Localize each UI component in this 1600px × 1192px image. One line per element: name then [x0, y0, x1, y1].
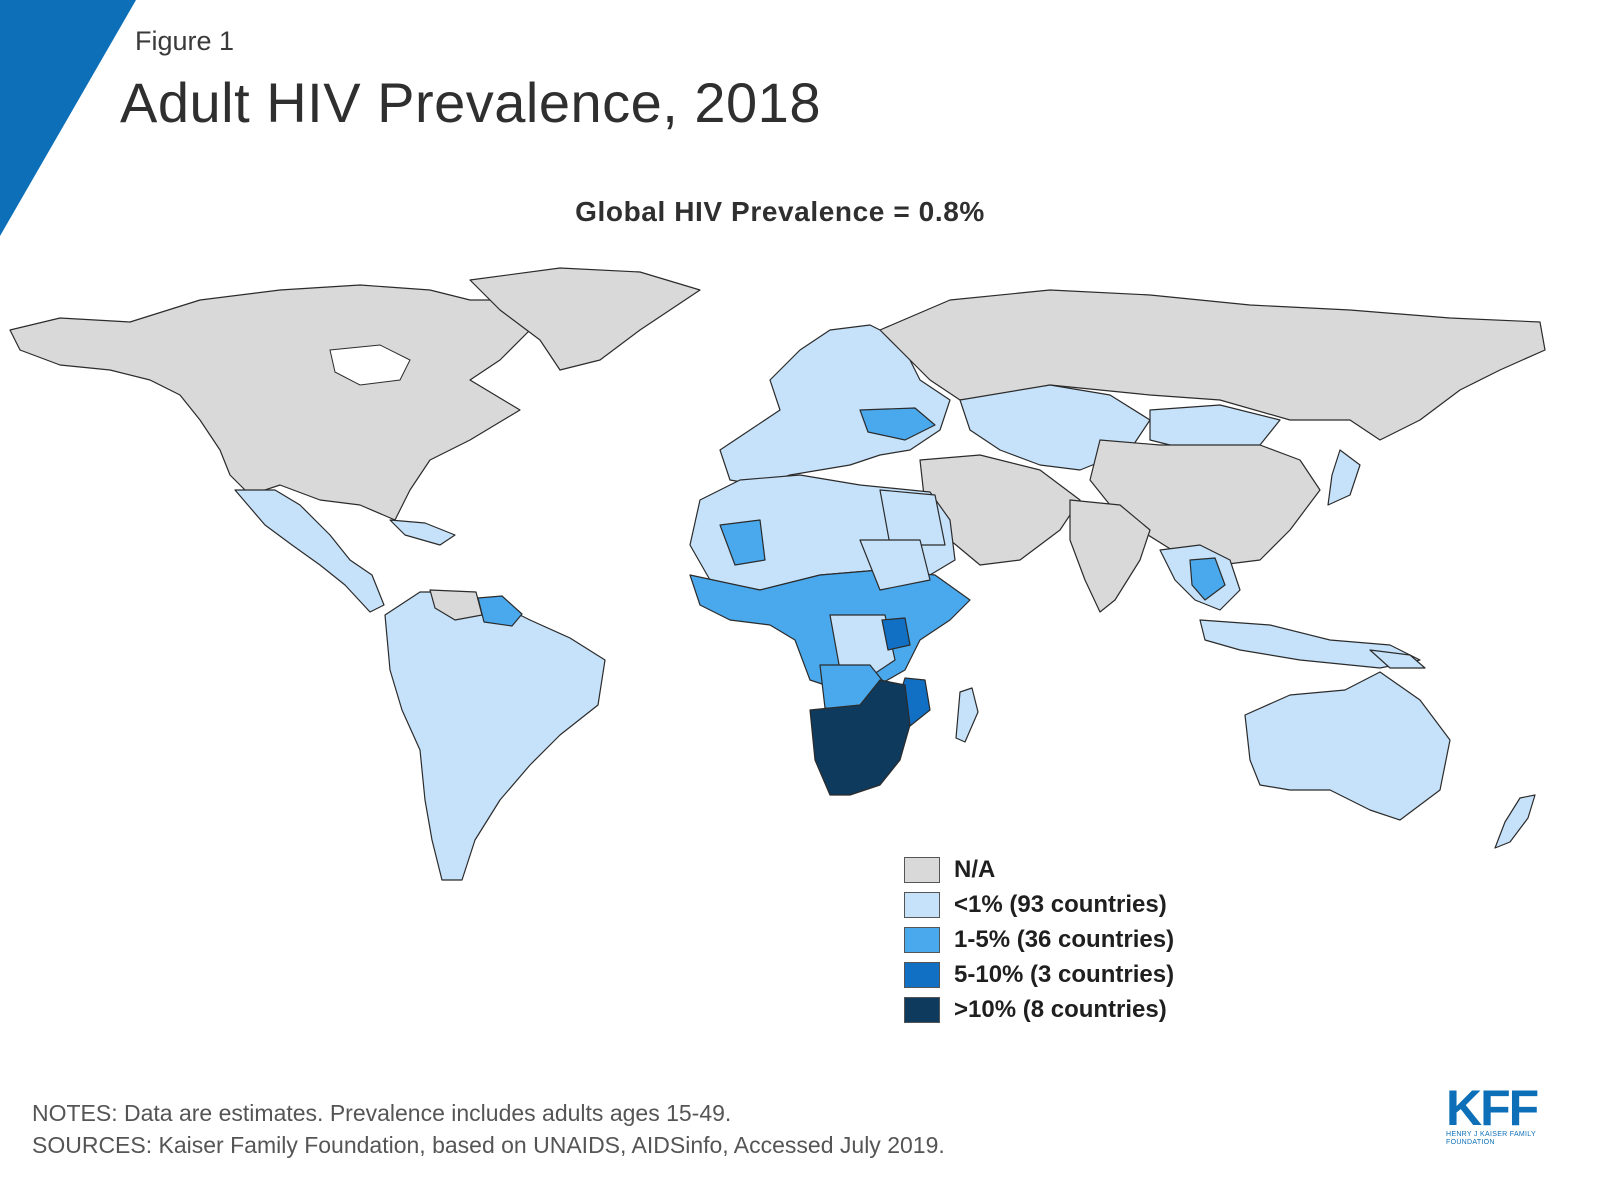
legend-item-1to5: 1-5% (36 countries)	[904, 922, 1174, 957]
legend-item-lt1: <1% (93 countries)	[904, 887, 1174, 922]
region-sahel	[719, 519, 766, 566]
legend-label-1to5: 1-5% (36 countries)	[954, 925, 1175, 953]
region-greenland	[469, 267, 701, 371]
region-europe	[719, 324, 951, 486]
region-west-central-africa	[689, 569, 971, 691]
region-south-america	[384, 591, 606, 881]
legend: N/A <1% (93 countries) 1-5% (36 countrie…	[904, 852, 1174, 1027]
legend-swatch-1to5	[904, 926, 940, 953]
region-southern-africa	[809, 679, 911, 796]
legend-swatch-na	[904, 856, 940, 883]
region-mexico-central-america	[234, 489, 385, 613]
legend-label-gt10: >10% (8 countries)	[954, 995, 1167, 1023]
corner-accent	[0, 0, 136, 236]
page-title: Adult HIV Prevalence, 2018	[120, 71, 821, 134]
region-australia	[1244, 671, 1451, 821]
region-papua	[1369, 649, 1426, 669]
legend-item-na: N/A	[904, 852, 1174, 887]
region-caribbean	[389, 519, 456, 546]
region-north-america	[9, 284, 561, 521]
notes-text: NOTES: Data are estimates. Prevalence in…	[32, 1100, 732, 1126]
region-ukraine	[859, 407, 936, 441]
region-egypt	[879, 489, 946, 546]
region-new-zealand	[1494, 794, 1536, 849]
region-guiana	[477, 595, 523, 627]
legend-label-na: N/A	[954, 855, 996, 883]
legend-swatch-gt10	[904, 996, 940, 1023]
region-uganda-kenya	[881, 617, 911, 651]
region-venezuela	[429, 589, 483, 621]
kff-logo: KFF HENRY J KAISER FAMILY FOUNDATION	[1446, 1080, 1556, 1147]
legend-swatch-5to10	[904, 961, 940, 988]
kff-subline: HENRY J KAISER FAMILY FOUNDATION	[1446, 1131, 1536, 1146]
region-india	[1069, 499, 1151, 613]
world-map	[9, 267, 1546, 881]
region-thailand	[1189, 557, 1226, 601]
sources-text: SOURCES: Kaiser Family Foundation, based…	[32, 1132, 945, 1158]
region-japan	[1327, 449, 1361, 506]
region-sudan	[859, 539, 931, 591]
footer-notes: NOTES: Data are estimates. Prevalence in…	[32, 1097, 945, 1161]
legend-label-5to10: 5-10% (3 countries)	[954, 960, 1175, 988]
lake-hudson-bay	[329, 344, 411, 386]
legend-item-gt10: >10% (8 countries)	[904, 992, 1174, 1027]
legend-item-5to10: 5-10% (3 countries)	[904, 957, 1174, 992]
region-madagascar	[955, 687, 979, 743]
kff-wordmark: KFF	[1446, 1080, 1539, 1136]
figure-label: Figure 1	[135, 26, 235, 56]
legend-label-lt1: <1% (93 countries)	[954, 890, 1167, 918]
legend-swatch-lt1	[904, 891, 940, 918]
region-drc	[829, 614, 896, 681]
map-subtitle: Global HIV Prevalence = 0.8%	[575, 196, 985, 227]
